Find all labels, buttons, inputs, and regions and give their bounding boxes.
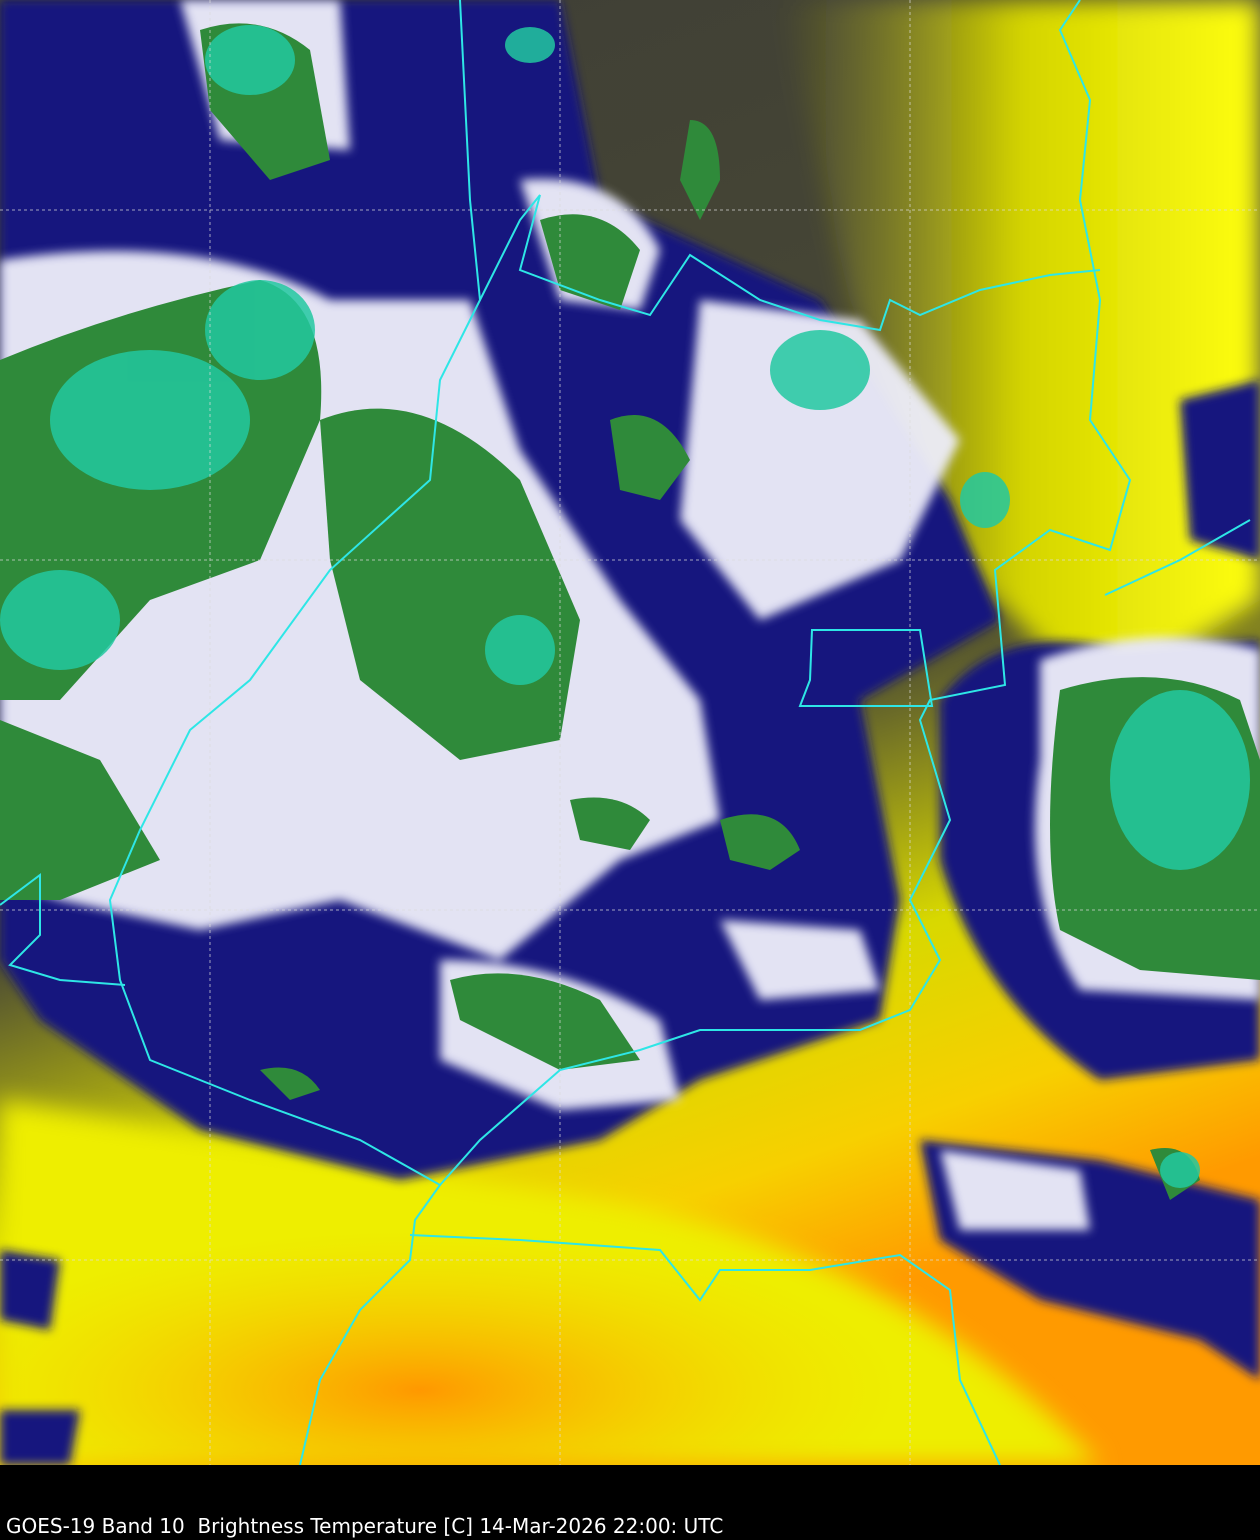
political-borders bbox=[0, 0, 1251, 1465]
warm-region-east bbox=[780, 0, 1260, 700]
warmest-region bbox=[0, 1230, 900, 1465]
cloud-teal-cores bbox=[0, 25, 1250, 1188]
lat-lon-grid bbox=[0, 0, 1260, 1465]
image-caption: GOES-19 Band 10 Brightness Temperature [… bbox=[6, 1514, 724, 1538]
brightness-temperature-map bbox=[0, 0, 1260, 1465]
